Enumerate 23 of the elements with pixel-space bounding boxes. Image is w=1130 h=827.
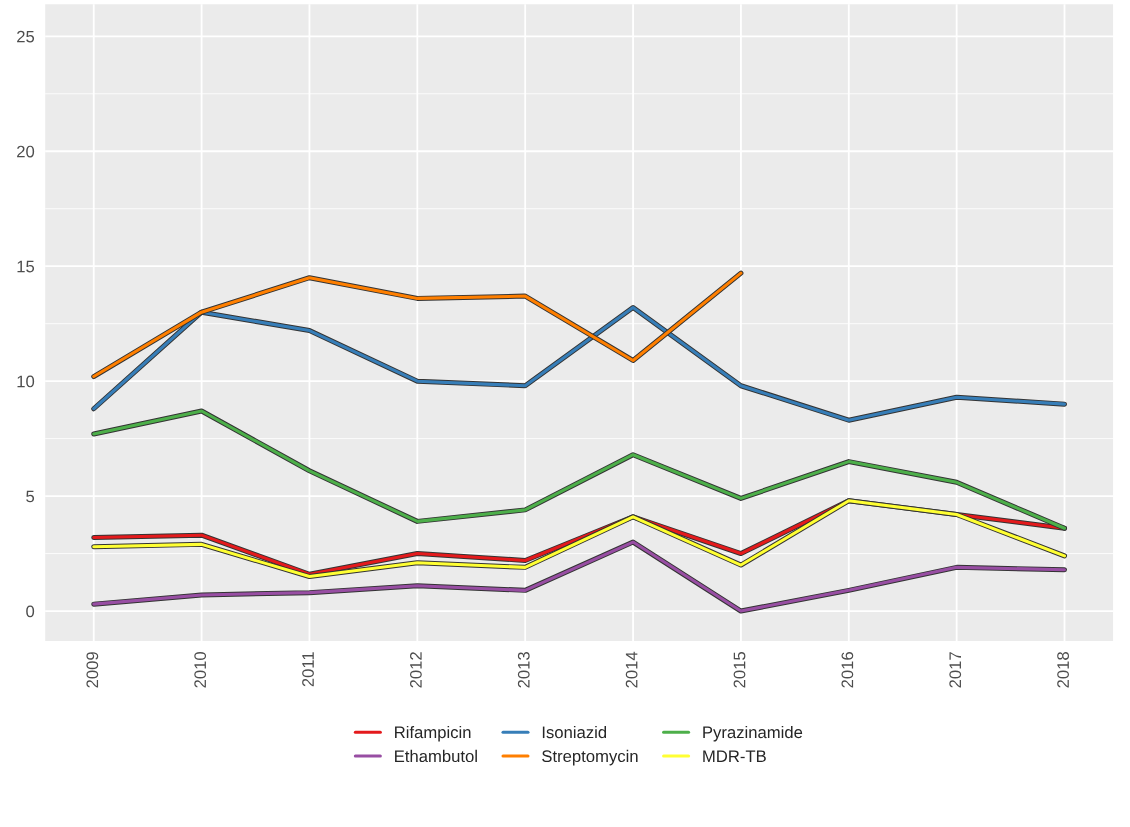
- x-tick-label: 2010: [194, 651, 207, 688]
- y-tick-label: 25: [17, 30, 35, 43]
- legend-label: Streptomycin: [542, 749, 638, 766]
- x-tick-label: 2016: [841, 652, 854, 688]
- x-tick-label: 2015: [733, 652, 746, 688]
- x-tick-label: 2011: [302, 652, 314, 687]
- line-series: [91, 539, 1068, 614]
- x-tick-label: 2017: [949, 652, 962, 688]
- y-tick-label: 0: [26, 605, 35, 618]
- legend-label: Pyrazinamide: [703, 725, 803, 742]
- y-tick-label: 15: [17, 260, 35, 273]
- legend-label: Ethambutol: [395, 749, 477, 763]
- x-tick-label: 2009: [86, 652, 99, 688]
- legend-label: Isoniazid: [542, 725, 607, 739]
- x-tick-label: 2012: [410, 652, 422, 688]
- x-tick-label: 2014: [625, 651, 638, 688]
- x-tick-label: 2013: [517, 652, 530, 688]
- legend-label: Rifampicin: [395, 725, 471, 742]
- x-tick-label: 2018: [1057, 652, 1069, 688]
- y-tick-label: 10: [17, 375, 35, 388]
- y-tick-label: 20: [17, 145, 35, 158]
- y-tick-label: 5: [26, 490, 35, 503]
- legend-label: MDR-TB: [703, 750, 766, 762]
